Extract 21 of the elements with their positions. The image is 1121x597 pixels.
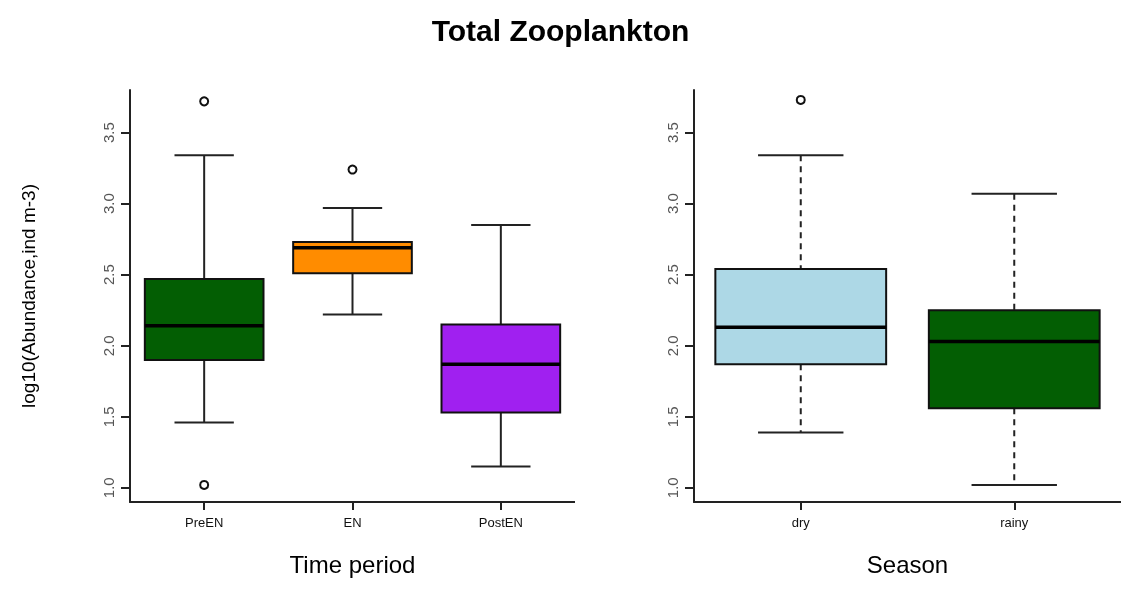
y-tick-label: 2.0: [100, 335, 117, 357]
y-tick-label: 1.5: [100, 406, 117, 428]
x-tick-label: PreEN: [185, 515, 224, 530]
y-tick-label: 1.5: [664, 406, 681, 428]
x-tick-label: rainy: [1000, 515, 1029, 530]
y-axis-title: log10(Abundance,ind m-3): [18, 184, 39, 408]
chart-title: Total Zooplankton: [430, 14, 691, 48]
y-tick-label: 2.0: [664, 335, 681, 357]
y-tick-label: 3.5: [100, 122, 117, 144]
y-tick-label: 1.0: [100, 477, 117, 499]
y-tick-label: 2.5: [100, 264, 117, 286]
y-tick-label: 2.5: [664, 264, 681, 286]
y-tick-label: 3.0: [664, 193, 681, 215]
y-tick-label: 3.0: [100, 193, 117, 215]
x-tick-label: EN: [343, 515, 362, 530]
y-tick-label: 1.0: [664, 477, 681, 499]
x-axis-title: Time period: [289, 550, 416, 578]
x-tick-label: PostEN: [478, 515, 523, 530]
x-tick-label: dry: [791, 515, 811, 530]
y-tick-label: 3.5: [664, 122, 681, 144]
x-axis-title: Season: [866, 550, 949, 578]
